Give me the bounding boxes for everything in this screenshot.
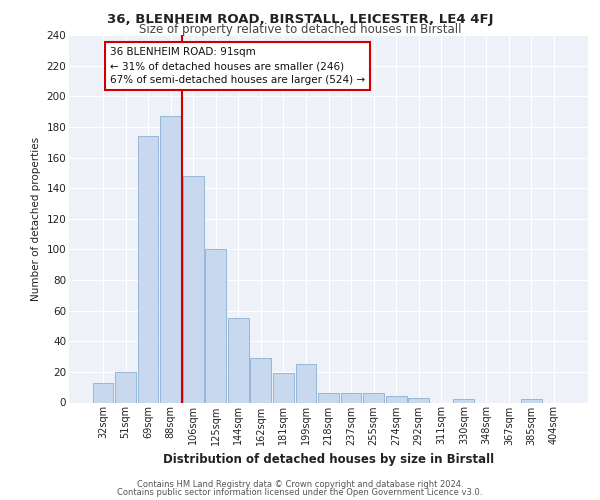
Bar: [341, 394, 361, 402]
Text: Contains public sector information licensed under the Open Government Licence v3: Contains public sector information licen…: [118, 488, 482, 497]
Bar: [296, 364, 316, 403]
Bar: [205, 250, 226, 402]
Bar: [137, 136, 158, 402]
Bar: [318, 394, 339, 402]
Bar: [92, 382, 113, 402]
Bar: [454, 400, 474, 402]
Text: 36, BLENHEIM ROAD, BIRSTALL, LEICESTER, LE4 4FJ: 36, BLENHEIM ROAD, BIRSTALL, LEICESTER, …: [107, 12, 493, 26]
Bar: [521, 400, 542, 402]
Bar: [363, 394, 384, 402]
Bar: [228, 318, 248, 402]
Bar: [115, 372, 136, 402]
Bar: [250, 358, 271, 403]
Bar: [409, 398, 429, 402]
Bar: [160, 116, 181, 403]
Bar: [273, 374, 294, 402]
Text: Contains HM Land Registry data © Crown copyright and database right 2024.: Contains HM Land Registry data © Crown c…: [137, 480, 463, 489]
Y-axis label: Number of detached properties: Number of detached properties: [31, 136, 41, 301]
Text: 36 BLENHEIM ROAD: 91sqm
← 31% of detached houses are smaller (246)
67% of semi-d: 36 BLENHEIM ROAD: 91sqm ← 31% of detache…: [110, 48, 365, 86]
Text: Size of property relative to detached houses in Birstall: Size of property relative to detached ho…: [139, 22, 461, 36]
Bar: [386, 396, 407, 402]
X-axis label: Distribution of detached houses by size in Birstall: Distribution of detached houses by size …: [163, 453, 494, 466]
Bar: [183, 176, 203, 402]
